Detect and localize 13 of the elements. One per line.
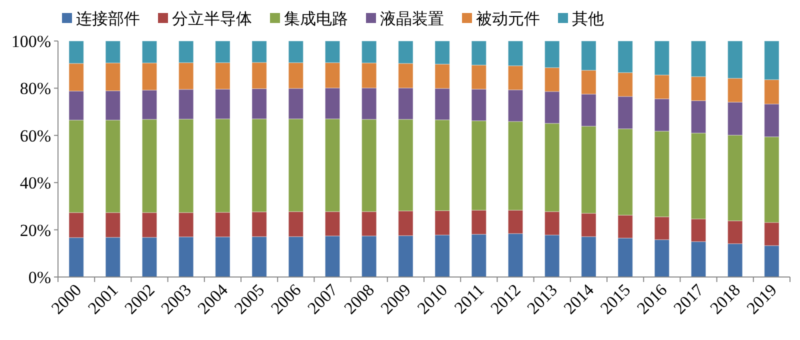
legend-label: 液晶装置	[380, 9, 444, 28]
legend-label: 被动元件	[476, 9, 540, 28]
legend-label: 连接部件	[76, 9, 140, 28]
legend-label: 分立半导体	[172, 9, 252, 28]
legend-label: 集成电路	[284, 9, 348, 28]
y-tick-label: 100%	[11, 32, 51, 51]
y-tick-label: 60%	[20, 126, 51, 146]
y-tick-label: 40%	[20, 174, 51, 193]
x-tick-label: 2011	[450, 280, 488, 318]
y-tick-label: 80%	[20, 79, 51, 98]
y-tick-label: 20%	[20, 220, 51, 240]
legend-label: 其他	[572, 9, 604, 28]
y-tick-label: 0%	[28, 268, 51, 287]
